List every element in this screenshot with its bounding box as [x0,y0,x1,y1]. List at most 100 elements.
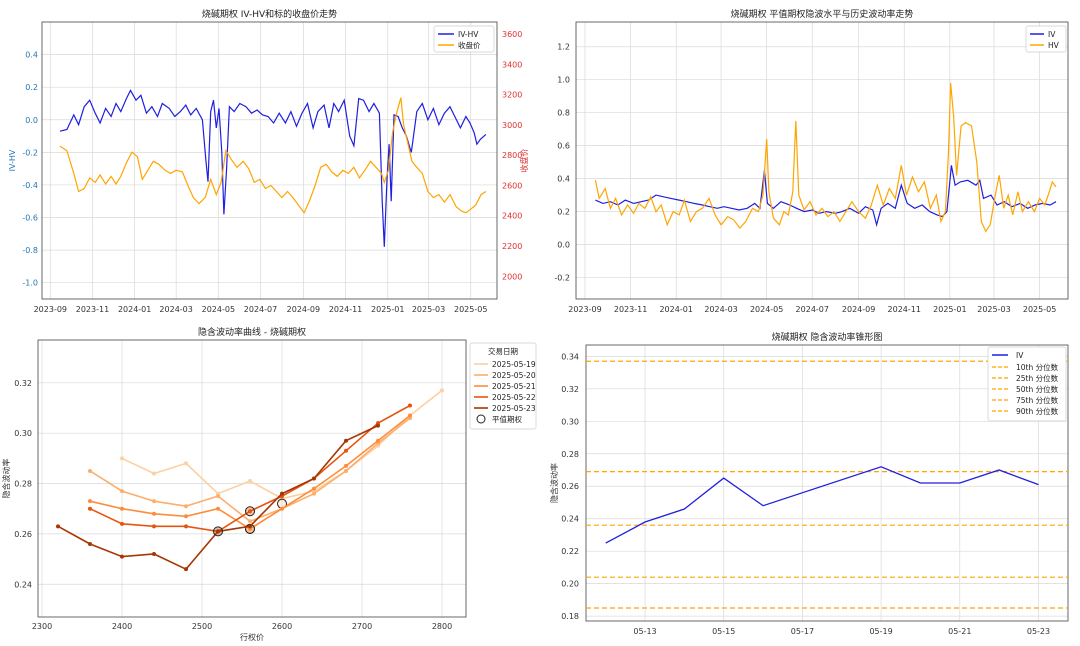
smile-point [312,486,316,491]
iv-smile-chart: 2300 2400 2500 2600 2700 2800 0.24 0.26 0.28 0.30… [1,326,537,642]
y2-tick-label: 2000 [502,272,522,281]
y-tick-label: 0.0 [557,241,570,250]
y2-tick-label: 2200 [502,242,522,251]
legend-label: 收盘价 [458,40,481,50]
x-tick-label: 2700 [352,622,372,631]
y-tick-label: 0.30 [14,429,32,438]
x-tick-label: 2024-07 [244,305,277,314]
y-tick-label: 1.2 [557,43,570,52]
y-tick-label: -0.2 [554,274,570,283]
legend-label: HV [1048,41,1060,50]
smile-point [152,511,156,516]
atm-iv-hv-chart: 2023-09 2023-11 2024-01 2024-03 2024-05 2024-… [554,8,1069,314]
y-tick-label: 0.26 [561,482,579,491]
legend-label: IV [1016,351,1024,360]
y-tick-label: -0.4 [22,181,38,190]
legend-label: 平值期权 [492,414,522,424]
y-tick-label: -0.8 [22,246,38,255]
smile-point [184,461,188,466]
x-tick-label: 2024-09 [842,305,875,314]
iv-cone-chart: 05-13 05-15 05-17 05-19 05-21 05-23 0.18 0.20 0.… [549,331,1069,636]
x-tick-label: 05-23 [1027,627,1050,636]
smile-point [280,491,284,496]
smile-point [312,491,316,496]
x-tick-label: 2024-01 [118,305,151,314]
y-tick-label: 0.0 [25,116,38,125]
legend-box [1025,25,1067,53]
x-tick-label: 05-19 [869,627,892,636]
smile-point [344,468,348,473]
x-tick-label: 05-13 [633,627,656,636]
y-tick-label: -0.2 [22,148,38,157]
legend-label: 2025-05-21 [492,382,536,391]
x-tick-label: 2024-03 [159,305,192,314]
legend-label: 2025-05-22 [492,393,536,402]
plot-frame [585,344,1069,622]
chart-title: 隐含波动率曲线 - 烧碱期权 [198,326,306,338]
chart-title: 烧碱期权 平值期权隐波水平与历史波动率走势 [731,8,914,20]
x-tick-label: 2024-03 [704,305,737,314]
smile-point [88,541,92,546]
y-tick-label: 0.26 [14,530,32,539]
x-tick-label: 2025-01 [371,305,404,314]
legend-label: 25th 分位数 [1016,373,1059,383]
x-tick-label: 2025-03 [977,305,1010,314]
y-tick-label: 0.4 [557,175,570,184]
legend-label: IV-HV [458,30,479,39]
y-tick-label: 0.30 [561,417,579,426]
legend-title: 交易日期 [488,346,518,356]
smile-point [56,524,60,529]
x-tick-label: 2025-05 [454,305,487,314]
smile-point [184,514,188,519]
iv-line [605,466,1039,544]
series-line-iv-hv [59,89,487,247]
iv-hv-close-chart: 2023-09 2023-11 2024-01 2024-03 2024-05 2024-… [8,8,529,314]
smile-point [248,479,252,484]
smile-point [312,476,316,481]
y2-tick-label: 2800 [502,151,522,160]
legend-label: 50th 分位数 [1016,384,1059,394]
smile-point [216,494,220,499]
smile-point [344,448,348,453]
x-tick-label: 05-15 [712,627,735,636]
smile-point [248,509,252,514]
y2-tick-label: 3000 [502,121,522,130]
smile-point [184,524,188,529]
smile-point [408,413,412,418]
atm-marker [213,526,223,537]
smile-point [88,499,92,504]
atm-marker [245,506,255,517]
smile-point [88,506,92,511]
series-line-iv [595,165,1057,228]
smile-point [216,506,220,511]
y2-tick-label: 3400 [502,60,522,69]
x-tick-label: 2024-09 [287,305,320,314]
smile-point [184,567,188,572]
smile-point [120,521,124,526]
x-tick-label: 05-17 [791,627,814,636]
plot-frame [41,21,498,300]
legend-atm-marker [476,414,486,424]
plot-background [38,340,466,617]
legend-box [987,346,1067,422]
y-tick-label: 0.20 [561,580,579,589]
plot-frame [37,339,467,618]
plot-frame [575,21,1069,300]
y-tick-label: -1.0 [22,279,38,288]
x-tick-label: 2023-09 [34,305,67,314]
x-tick-label: 2024-05 [750,305,783,314]
x-tick-label: 2025-01 [933,305,966,314]
x-tick-label: 2024-01 [659,305,692,314]
chart-title: 烧碱期权 IV-HV和标的收盘价走势 [202,8,337,20]
x-tick-label: 2023-09 [568,305,601,314]
x-tick-label: 2024-05 [202,305,235,314]
x-tick-label: 2600 [272,622,292,631]
x-tick-label: 2024-11 [329,305,362,314]
legend-label: IV [1048,30,1056,39]
legend-label: 2025-05-23 [492,404,536,413]
y-tick-label: 0.32 [14,379,32,388]
y-tick-label: 0.4 [25,51,38,60]
y-tick-label: 0.34 [561,352,579,361]
x-tick-label: 2300 [32,622,52,631]
